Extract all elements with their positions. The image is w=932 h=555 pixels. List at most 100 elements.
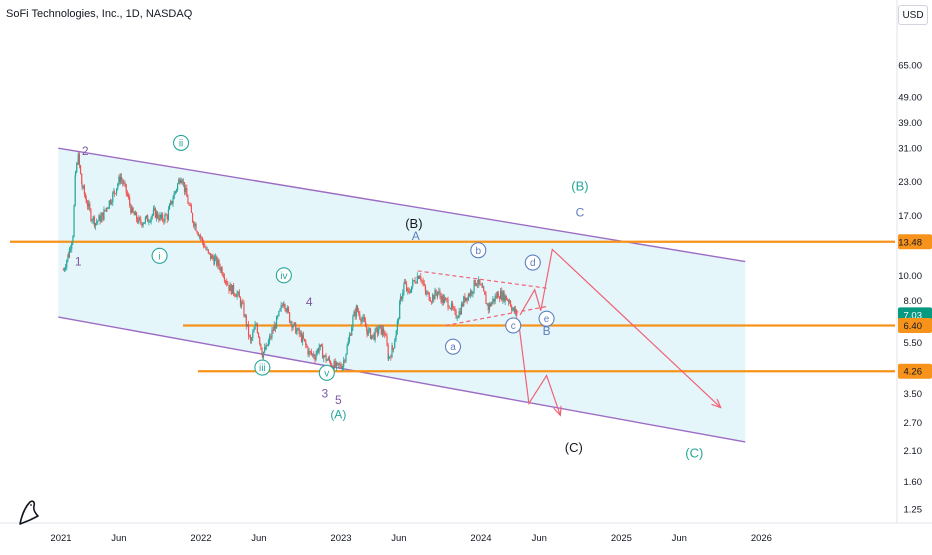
candle-body [93,216,95,226]
candle-body [133,212,135,216]
wave-circle [524,254,541,271]
candle-body [220,267,222,271]
candle-body [458,311,460,317]
wave-circle [538,310,555,327]
candle-body [171,200,173,204]
projection-path-a[interactable] [519,248,720,407]
channel-lower-line[interactable] [58,316,746,443]
candle-body [153,208,155,210]
price-label-text: 4.26 [904,367,923,378]
candle-body [463,296,465,306]
time-tick-label: 2025 [611,533,632,544]
price-tick-label: 8.00 [904,296,923,307]
candle-body [306,344,308,348]
candle-body [125,184,127,193]
candle-body [461,303,464,306]
candle-body [100,215,102,222]
chart-title: SoFi Technologies, Inc., 1D, NASDAQ [6,8,193,20]
candle-body [470,290,472,296]
candle-body [361,318,363,322]
candle-body [104,209,106,211]
candle-body [264,347,266,352]
candle-body [103,209,105,221]
wave-label: 5 [335,393,342,407]
candle-body [261,347,263,355]
candle-body [167,209,169,220]
candle-body [158,217,160,221]
wave-label: e [544,314,550,325]
candle-body [408,290,410,293]
candle-body [177,183,179,190]
triangle-line-2[interactable] [445,305,549,327]
projection-path-b[interactable] [518,321,560,414]
candle-body [111,202,113,204]
candle-body [149,221,151,223]
triangle-line-1[interactable] [417,270,549,290]
candle-body [185,187,187,192]
candle-body [173,193,175,200]
candle-body [514,309,517,313]
candle-body [299,333,301,335]
candle-body [373,334,375,340]
candle-body [187,196,189,204]
price-tick-label: 10.00 [898,271,922,282]
candle-body [377,330,380,334]
candle-body [219,266,221,271]
wave-label: 1 [75,255,82,269]
candle-body [196,231,198,234]
candle-body [402,292,404,299]
candle-body [387,357,390,359]
candle-body [201,238,204,242]
candle-body [257,332,260,338]
candle-body [96,221,98,224]
candle-body [114,193,117,195]
candle-body [471,290,473,294]
candle-body [73,205,75,237]
price-label-text: 6.40 [904,321,923,332]
candle-body [193,221,195,227]
candle-body [352,316,354,328]
candle-body [399,301,401,320]
candle-body [505,295,507,301]
candle-body [134,212,137,216]
candle-body [457,316,459,318]
candle-body [66,260,68,268]
candle-body [274,325,277,329]
candle-body [67,254,69,258]
candle-body [369,328,372,339]
candle-body [390,356,392,358]
candle-body [391,345,393,358]
price-label-text: 13.48 [898,237,922,248]
candle-body [310,351,313,355]
candle-body [302,335,304,342]
candle-body [443,298,446,303]
wave-label: d [530,258,536,269]
time-tick-label: 2021 [50,533,71,544]
candle-body [450,303,453,309]
candle-body [249,336,252,341]
candle-body [438,291,440,293]
currency-button[interactable]: USD [898,5,928,25]
time-tick-label: Jun [111,533,126,544]
candle-body [281,304,283,306]
candle-body [137,219,139,223]
candle-body [143,222,145,224]
wave-label: C [576,205,585,219]
candle-body [223,276,225,281]
candle-body [397,319,400,321]
candle-body [270,336,272,338]
candle-body [414,280,416,283]
candle-body [162,214,164,221]
candle-body [197,233,199,237]
time-tick-label: Jun [251,533,266,544]
price-label-badge [898,234,932,250]
candle-body [331,365,333,367]
candle-body [206,249,208,251]
candle-body [394,341,396,349]
candle-body [508,301,510,303]
wave-label: A [412,229,420,243]
candle-body [279,308,281,312]
candle-body [447,299,449,308]
